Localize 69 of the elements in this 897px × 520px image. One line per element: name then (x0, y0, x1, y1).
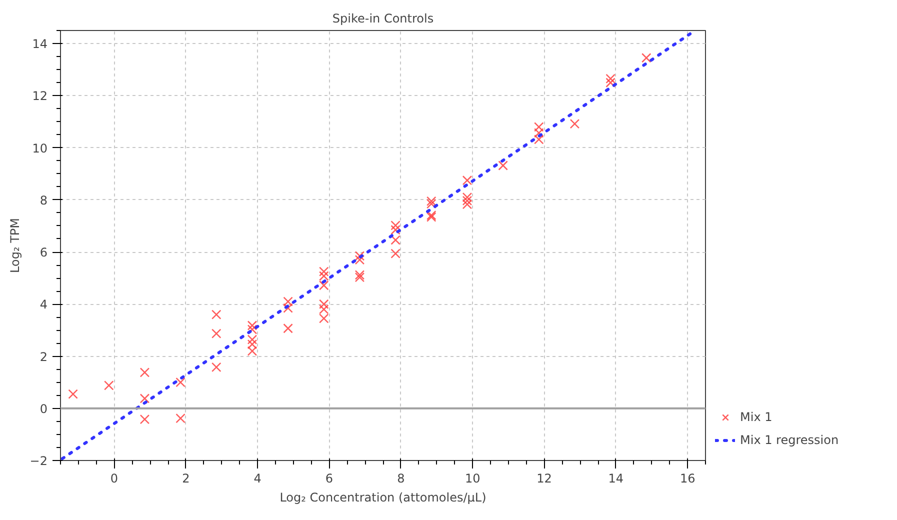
y-tick-label: 12 (32, 89, 48, 104)
point (211, 362, 222, 372)
point (318, 299, 329, 310)
point (211, 310, 222, 320)
point (247, 346, 258, 356)
point (176, 413, 186, 424)
point (318, 266, 329, 276)
x-axis-title: Log₂ Concentration (attomoles/μL) (280, 490, 486, 504)
y-tick-label: 14 (32, 37, 48, 52)
point (318, 314, 329, 324)
point (570, 118, 580, 129)
y-tick-label: −2 (30, 454, 48, 468)
point (498, 160, 508, 170)
x-tick-label: 12 (536, 472, 552, 486)
point (247, 320, 258, 330)
legend-label: Mix 1 regression (740, 433, 839, 447)
point (283, 323, 293, 334)
point (462, 175, 472, 186)
point (247, 339, 258, 350)
point (68, 389, 78, 399)
point (140, 414, 150, 424)
point (354, 254, 365, 265)
point (462, 196, 472, 206)
point (247, 334, 258, 344)
point (462, 192, 472, 202)
point (318, 271, 329, 281)
x-tick-label: 8 (397, 472, 405, 486)
point (606, 78, 616, 88)
point (354, 270, 365, 280)
point (606, 74, 616, 84)
y-tick-label: 4 (40, 298, 48, 312)
y-tick-label: 8 (40, 193, 48, 208)
point (534, 122, 544, 132)
x-tick-label: 10 (464, 472, 480, 486)
point (354, 251, 365, 261)
x-tick-label: 0 (110, 472, 118, 486)
x-tick-label: 4 (254, 472, 262, 486)
point (247, 324, 258, 334)
y-tick-label: 10 (32, 141, 48, 156)
point (140, 394, 150, 404)
x-tick-label: 6 (325, 472, 334, 486)
y-tick-label: 2 (40, 350, 48, 364)
point (104, 380, 114, 390)
point (390, 224, 400, 235)
x-tick-label: 2 (182, 472, 190, 486)
legend-label: Mix 1 (740, 410, 772, 424)
point (354, 272, 365, 282)
point (641, 52, 652, 63)
point (176, 377, 186, 388)
y-tick-label: 0 (40, 402, 48, 416)
point (426, 198, 436, 209)
x-tick-label: 16 (680, 472, 696, 486)
point (140, 368, 150, 378)
point (318, 280, 329, 290)
x-tick-label: 14 (608, 472, 624, 486)
point (318, 304, 329, 314)
point (390, 220, 400, 230)
chart-title: Spike-in Controls (332, 12, 434, 26)
point (283, 296, 293, 306)
point (211, 328, 222, 338)
point (534, 134, 544, 144)
point (390, 235, 400, 245)
point (390, 248, 400, 258)
y-axis-title: Log₂ TPM (8, 218, 22, 273)
y-tick-label: 6 (40, 246, 48, 260)
point (534, 128, 544, 138)
point (462, 199, 472, 210)
point (426, 196, 436, 206)
point (283, 303, 293, 313)
